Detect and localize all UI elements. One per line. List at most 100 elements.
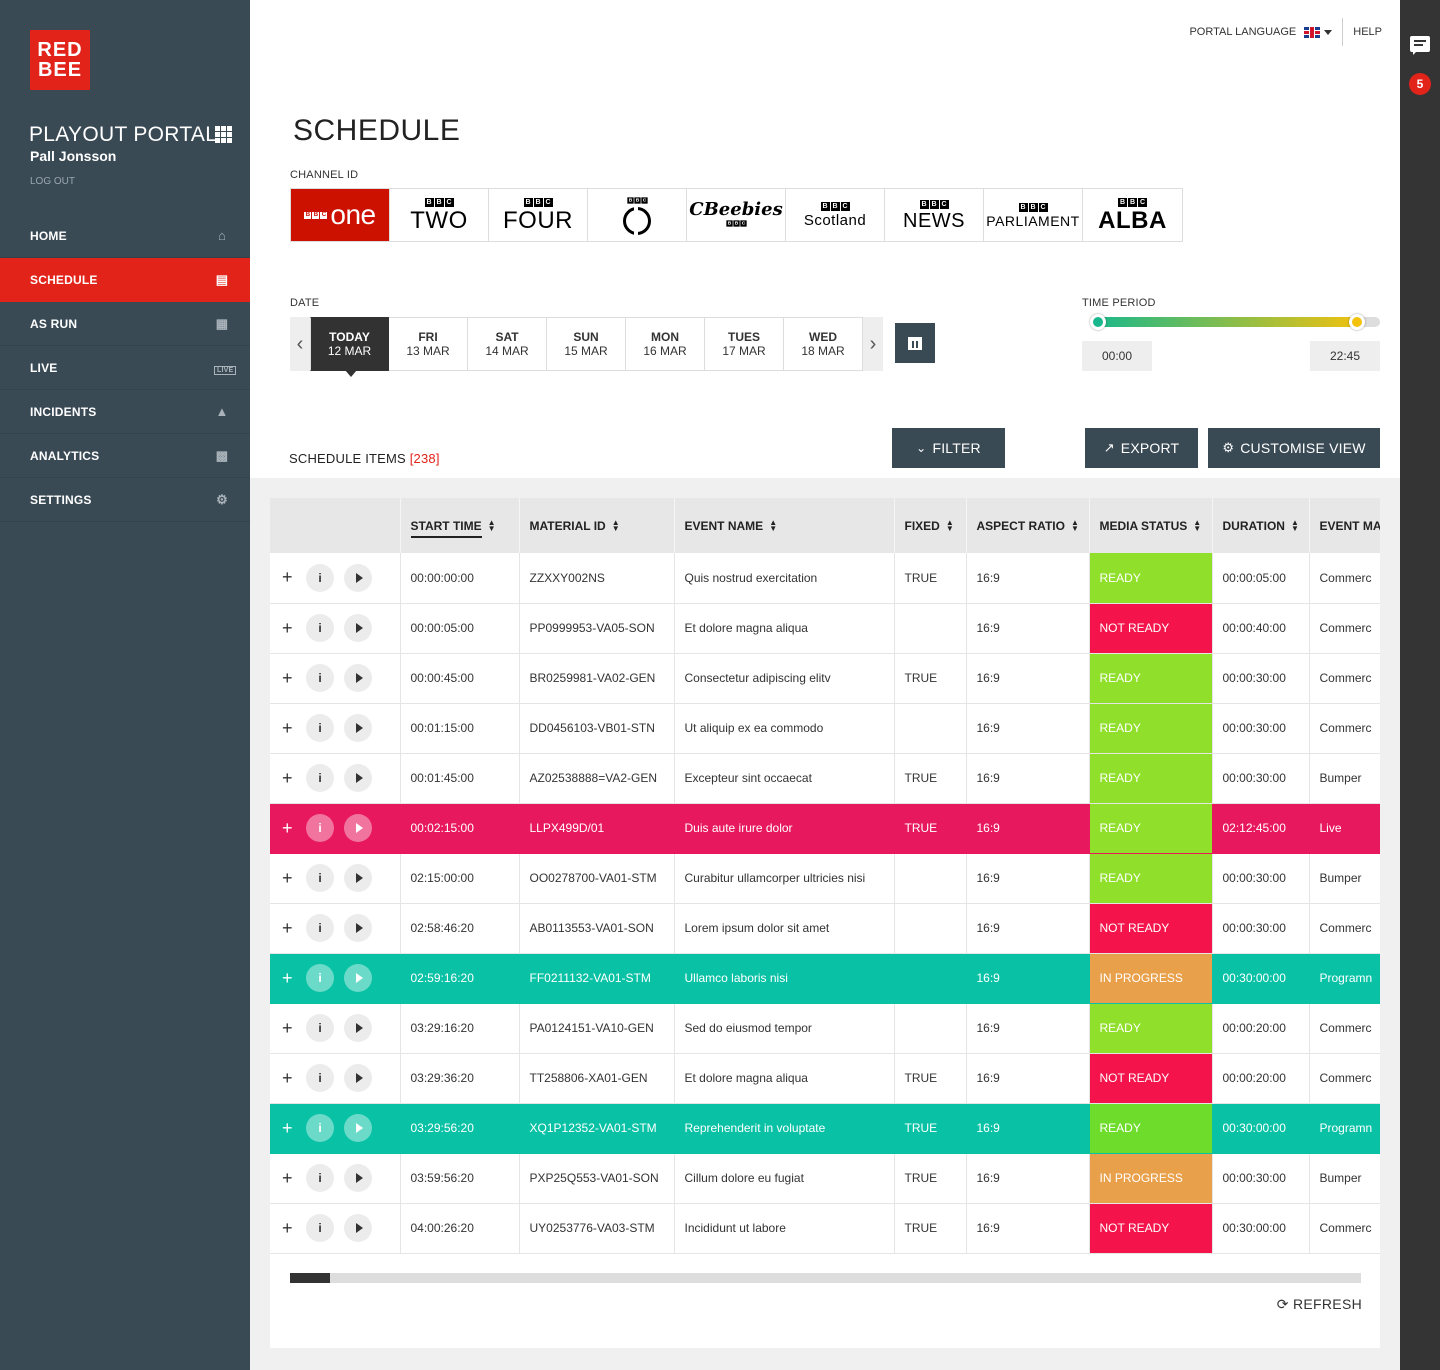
table-row[interactable]: + i 00:00:00:00 ZZXXY002NS Quis nostrud e… <box>270 553 1380 604</box>
scrollbar-thumb[interactable] <box>290 1273 330 1283</box>
date-tab-0[interactable]: TODAY 12 MAR <box>310 317 389 377</box>
play-icon[interactable] <box>344 614 372 642</box>
table-row[interactable]: + i 02:59:16:20 FF0211132-VA01-STM Ullamc… <box>270 953 1380 1004</box>
info-icon[interactable]: i <box>306 1014 334 1042</box>
info-icon[interactable]: i <box>306 764 334 792</box>
info-icon[interactable]: i <box>306 664 334 692</box>
help-link[interactable]: HELP <box>1353 26 1382 38</box>
portal-language-label[interactable]: PORTAL LANGUAGE <box>1189 26 1297 38</box>
play-icon[interactable] <box>344 1114 372 1142</box>
info-icon[interactable]: i <box>306 1114 334 1142</box>
chevron-right-icon[interactable]: › <box>863 317 883 371</box>
info-icon[interactable]: i <box>306 814 334 842</box>
date-tab-4[interactable]: MON 16 MAR <box>626 317 705 371</box>
apps-grid-icon[interactable] <box>215 126 232 143</box>
sidebar-item-as-run[interactable]: AS RUN ▦ <box>0 302 250 346</box>
column-header-material-id[interactable]: MATERIAL ID ▲ ▼ <box>519 498 675 553</box>
sidebar-item-live[interactable]: LIVE LIVE <box>0 346 250 390</box>
play-icon[interactable] <box>344 1164 372 1192</box>
uk-flag-icon[interactable] <box>1304 26 1321 38</box>
info-icon[interactable]: i <box>306 1214 334 1242</box>
sort-icon[interactable]: ▲ ▼ <box>1290 518 1299 534</box>
sidebar-item-incidents[interactable]: INCIDENTS ▲ <box>0 390 250 434</box>
play-icon[interactable] <box>344 664 372 692</box>
sidebar-item-home[interactable]: HOME ⌂ <box>0 214 250 258</box>
date-tab-6[interactable]: WED 18 MAR <box>784 317 863 371</box>
table-row[interactable]: + i 03:29:56:20 XQ1P12352-VA01-STM Repreh… <box>270 1103 1380 1154</box>
sort-icon[interactable]: ▲ ▼ <box>1070 518 1079 534</box>
column-header-media-status[interactable]: MEDIA STATUS ▲ ▼ <box>1089 498 1213 553</box>
expand-icon[interactable]: + <box>282 767 293 788</box>
date-tab-3[interactable]: SUN 15 MAR <box>547 317 626 371</box>
expand-icon[interactable]: + <box>282 667 293 688</box>
expand-icon[interactable]: + <box>282 1217 293 1238</box>
play-icon[interactable] <box>344 864 372 892</box>
table-row[interactable]: + i 00:01:45:00 AZ02538888=VA2-GEN Except… <box>270 753 1380 804</box>
slider-start-handle[interactable] <box>1090 314 1106 330</box>
info-icon[interactable]: i <box>306 614 334 642</box>
info-icon[interactable]: i <box>306 1064 334 1092</box>
expand-icon[interactable]: + <box>282 917 293 938</box>
sort-icon[interactable]: ▲ ▼ <box>1193 518 1202 534</box>
sidebar-item-analytics[interactable]: ANALYTICS ▩ <box>0 434 250 478</box>
expand-icon[interactable]: + <box>282 1117 293 1138</box>
customise-view-button[interactable]: ⚙ CUSTOMISE VIEW <box>1208 428 1380 468</box>
play-icon[interactable] <box>344 814 372 842</box>
horizontal-scrollbar[interactable] <box>290 1273 1361 1283</box>
date-tab-1[interactable]: FRI 13 MAR <box>389 317 468 371</box>
expand-icon[interactable]: + <box>282 1167 293 1188</box>
notification-badge[interactable]: 5 <box>1409 73 1431 95</box>
chevron-left-icon[interactable]: ‹ <box>290 317 310 371</box>
table-row[interactable]: + i 00:00:45:00 BR0259981-VA02-GEN Consec… <box>270 653 1380 704</box>
play-icon[interactable] <box>344 764 372 792</box>
column-header-start-time[interactable]: START TIME ▲ ▼ <box>400 498 520 553</box>
table-row[interactable]: + i 02:58:46:20 AB0113553-VA01-SON Lorem … <box>270 903 1380 954</box>
expand-icon[interactable]: + <box>282 1017 293 1038</box>
sort-icon[interactable]: ▲ ▼ <box>487 518 496 534</box>
play-icon[interactable] <box>344 1214 372 1242</box>
expand-icon[interactable]: + <box>282 1067 293 1088</box>
time-period-slider[interactable] <box>1090 314 1380 330</box>
play-icon[interactable] <box>344 714 372 742</box>
expand-icon[interactable]: + <box>282 817 293 838</box>
table-row[interactable]: + i 04:00:26:20 UY0253776-VA03-STM Incidi… <box>270 1203 1380 1254</box>
red-bee-logo[interactable]: RED BEE <box>30 30 90 90</box>
play-icon[interactable] <box>344 914 372 942</box>
info-icon[interactable]: i <box>306 714 334 742</box>
expand-icon[interactable]: + <box>282 967 293 988</box>
info-icon[interactable]: i <box>306 1164 334 1192</box>
play-icon[interactable] <box>344 1064 372 1092</box>
table-row[interactable]: + i 00:02:15:00 LLPX499D/01 Duis aute iru… <box>270 803 1380 854</box>
export-button[interactable]: ↗ EXPORT <box>1085 428 1198 468</box>
column-header-fixed[interactable]: FIXED ▲ ▼ <box>894 498 967 553</box>
table-row[interactable]: + i 03:59:56:20 PXP25Q553-VA01-SON Cillum… <box>270 1153 1380 1204</box>
column-header-duration[interactable]: DURATION ▲ ▼ <box>1212 498 1310 553</box>
table-row[interactable]: + i 00:00:05:00 PP0999953-VA05-SON Et dol… <box>270 603 1380 654</box>
expand-icon[interactable]: + <box>282 567 293 588</box>
play-icon[interactable] <box>344 964 372 992</box>
date-tab-2[interactable]: SAT 14 MAR <box>468 317 547 371</box>
column-header-event-name[interactable]: EVENT NAME ▲ ▼ <box>674 498 895 553</box>
play-icon[interactable] <box>344 1014 372 1042</box>
calendar-button[interactable] <box>895 323 935 363</box>
slider-end-handle[interactable] <box>1349 314 1366 330</box>
time-end-field[interactable]: 22:45 <box>1310 341 1380 371</box>
expand-icon[interactable]: + <box>282 867 293 888</box>
logout-link[interactable]: LOG OUT <box>30 176 76 187</box>
table-row[interactable]: + i 03:29:36:20 TT258806-XA01-GEN Et dolo… <box>270 1053 1380 1104</box>
chat-icon[interactable] <box>1410 36 1430 55</box>
sort-icon[interactable]: ▲ ▼ <box>769 518 778 534</box>
column-header-event-ma[interactable]: EVENT MA <box>1309 498 1380 553</box>
filter-button[interactable]: ⌄ FILTER <box>892 428 1005 468</box>
expand-icon[interactable]: + <box>282 717 293 738</box>
table-row[interactable]: + i 00:01:15:00 DD0456103-VB01-STN Ut ali… <box>270 703 1380 754</box>
sort-icon[interactable]: ▲ ▼ <box>611 518 620 534</box>
